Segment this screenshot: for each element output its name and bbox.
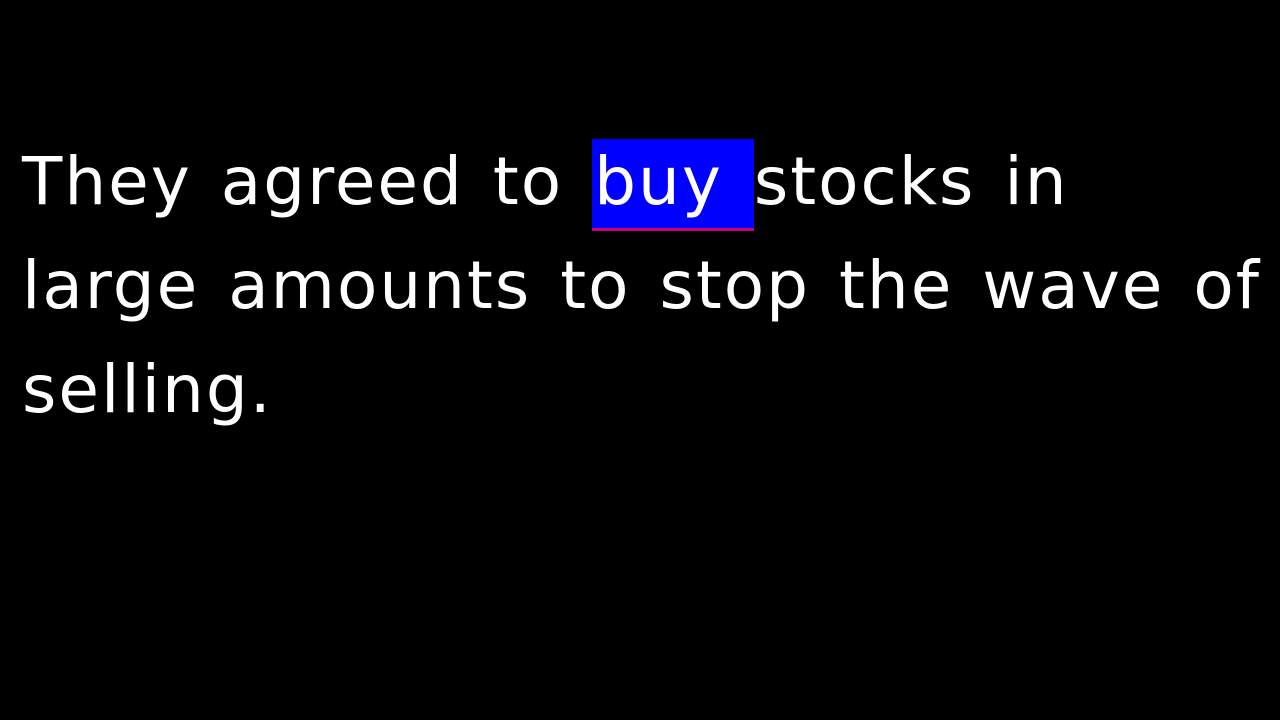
- caption-text-after: stocks in large amounts to stop the wave…: [22, 143, 1261, 428]
- caption-text-before: They agreed to: [22, 143, 593, 220]
- caption-text: They agreed to buy stocks in large amoun…: [22, 130, 1262, 442]
- highlighted-word: buy: [592, 139, 754, 231]
